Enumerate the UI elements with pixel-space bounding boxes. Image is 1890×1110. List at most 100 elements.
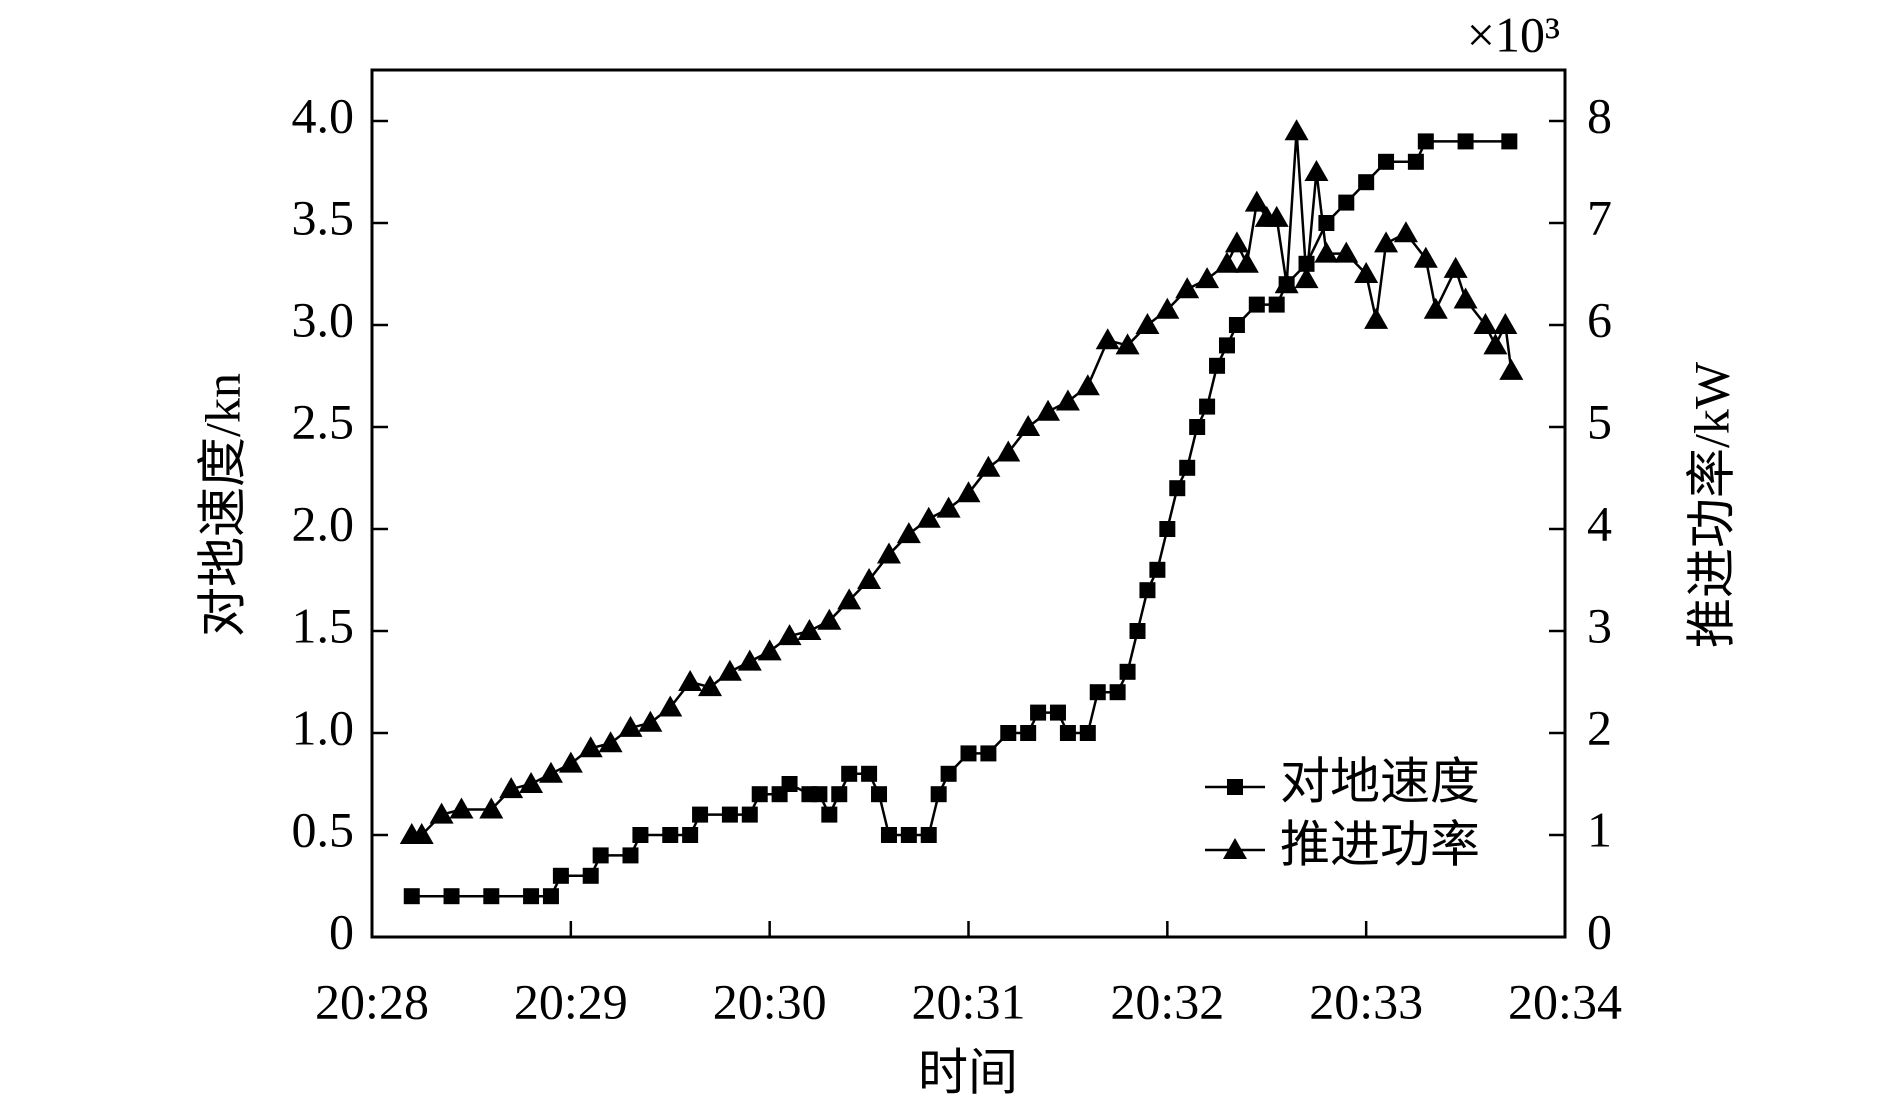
- series-line: [411, 140, 1510, 898]
- triangle-marker: [1075, 374, 1100, 396]
- triangle-marker: [1364, 307, 1389, 329]
- triangle-marker: [1016, 415, 1041, 436]
- triangle-marker: [1223, 838, 1247, 859]
- triangle-marker: [837, 588, 862, 610]
- y-tick-label: 1.5: [292, 597, 355, 653]
- triangle-marker: [1195, 267, 1220, 289]
- square-marker: [622, 847, 639, 864]
- triangle-marker: [896, 522, 921, 544]
- triangle-marker: [429, 802, 454, 824]
- triangle-marker: [1224, 231, 1249, 253]
- triangle-marker: [1274, 272, 1299, 294]
- square-marker: [1129, 623, 1146, 639]
- square-marker: [632, 827, 649, 843]
- triangle-marker: [1304, 160, 1329, 181]
- legend-label: 推进功率: [1280, 816, 1480, 872]
- triangle-marker: [1284, 119, 1309, 141]
- x-tick-label: 20:32: [1110, 973, 1224, 1029]
- square-marker: [552, 867, 569, 884]
- square-marker: [662, 827, 679, 843]
- triangle-marker: [1264, 205, 1289, 227]
- y2-tick-label: 0: [1587, 903, 1612, 959]
- square-marker: [682, 827, 699, 843]
- x-tick-label: 20:30: [713, 973, 827, 1029]
- triangle-marker: [717, 659, 742, 681]
- square-marker: [1378, 153, 1395, 170]
- square-marker: [781, 776, 798, 792]
- square-marker: [741, 806, 758, 823]
- square-marker: [1268, 296, 1285, 313]
- y2-multiplier: ×10³: [1467, 6, 1560, 62]
- triangle-marker: [578, 736, 603, 758]
- triangle-marker: [1483, 333, 1508, 355]
- square-marker: [1417, 133, 1434, 150]
- triangle-marker: [698, 675, 723, 697]
- square-marker: [1109, 684, 1126, 701]
- y-tick-label: 0.5: [292, 801, 355, 857]
- square-marker: [861, 765, 878, 782]
- legend-label: 对地速度: [1280, 753, 1480, 809]
- y2-tick-label: 7: [1587, 189, 1612, 245]
- square-marker: [1218, 337, 1235, 354]
- square-marker: [1501, 133, 1518, 150]
- triangle-marker: [1095, 328, 1120, 350]
- y2-tick-label: 1: [1587, 801, 1612, 857]
- square-marker: [403, 888, 420, 905]
- square-marker: [1169, 480, 1186, 497]
- triangle-marker: [1234, 251, 1259, 273]
- triangle-marker: [1175, 277, 1200, 299]
- triangle-marker: [1155, 297, 1180, 319]
- triangle-marker: [737, 649, 762, 671]
- square-marker: [692, 806, 709, 823]
- y-tick-label: 3.0: [292, 291, 355, 347]
- square-marker: [443, 888, 460, 905]
- y-tick-label: 3.5: [292, 189, 355, 245]
- triangle-marker: [996, 440, 1021, 462]
- triangle-marker: [1115, 333, 1140, 355]
- triangle-marker: [857, 568, 882, 589]
- triangle-marker: [519, 772, 544, 793]
- square-marker: [1457, 133, 1474, 150]
- square-marker: [821, 806, 838, 823]
- square-marker: [930, 786, 947, 803]
- triangle-marker: [1374, 231, 1399, 253]
- y2-tick-label: 8: [1587, 87, 1612, 143]
- triangle-marker: [558, 751, 583, 773]
- square-marker: [1248, 296, 1265, 313]
- square-marker: [1227, 779, 1243, 795]
- y2-tick-label: 5: [1587, 393, 1612, 449]
- triangle-marker: [1354, 262, 1379, 283]
- x-tick-label: 20:33: [1309, 973, 1423, 1029]
- square-marker: [1049, 704, 1066, 721]
- triangle-marker: [1493, 313, 1518, 334]
- y-tick-label: 0: [329, 903, 354, 959]
- square-marker: [920, 827, 937, 843]
- triangle-marker: [479, 797, 504, 819]
- y2-tick-label: 2: [1587, 699, 1612, 755]
- square-marker: [1407, 153, 1424, 170]
- triangle-marker: [1393, 221, 1418, 243]
- triangle-marker: [797, 619, 822, 640]
- triangle-marker: [1294, 267, 1319, 289]
- square-marker: [721, 806, 738, 823]
- square-marker: [831, 786, 848, 803]
- triangle-marker: [1473, 313, 1498, 334]
- triangle-marker: [1314, 241, 1339, 263]
- triangle-marker: [658, 695, 683, 717]
- triangle-marker: [876, 542, 901, 564]
- triangle-marker: [936, 496, 961, 518]
- triangle-marker: [1423, 297, 1448, 319]
- square-marker: [523, 888, 540, 905]
- square-marker: [592, 847, 609, 864]
- square-marker: [940, 765, 957, 782]
- triangle-marker: [1334, 241, 1359, 263]
- triangle-marker: [1214, 251, 1239, 273]
- y-axis-label: 对地速度/kn: [194, 373, 250, 637]
- y2-axis-label: 推进功率/kW: [1683, 361, 1739, 648]
- x-tick-label: 20:28: [315, 973, 429, 1029]
- square-marker: [841, 765, 858, 782]
- triangle-marker: [618, 715, 643, 737]
- square-marker: [1030, 704, 1047, 721]
- square-marker: [1000, 725, 1017, 741]
